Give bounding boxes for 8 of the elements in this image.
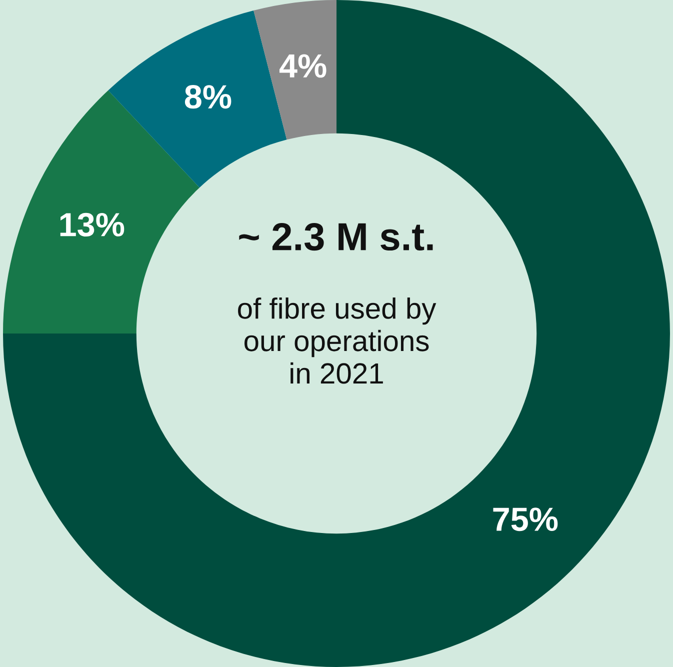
text: of fibre used by our operations in 2021 <box>238 297 436 384</box>
data-label: 4% <box>279 54 326 78</box>
donut-slice <box>254 0 336 140</box>
data-label: 8% <box>184 85 232 109</box>
text: ~ 2.3 M s.t. <box>239 223 433 251</box>
donut-slice <box>3 0 670 667</box>
data-label: 13% <box>60 212 124 237</box>
data-label: 75% <box>493 508 558 532</box>
